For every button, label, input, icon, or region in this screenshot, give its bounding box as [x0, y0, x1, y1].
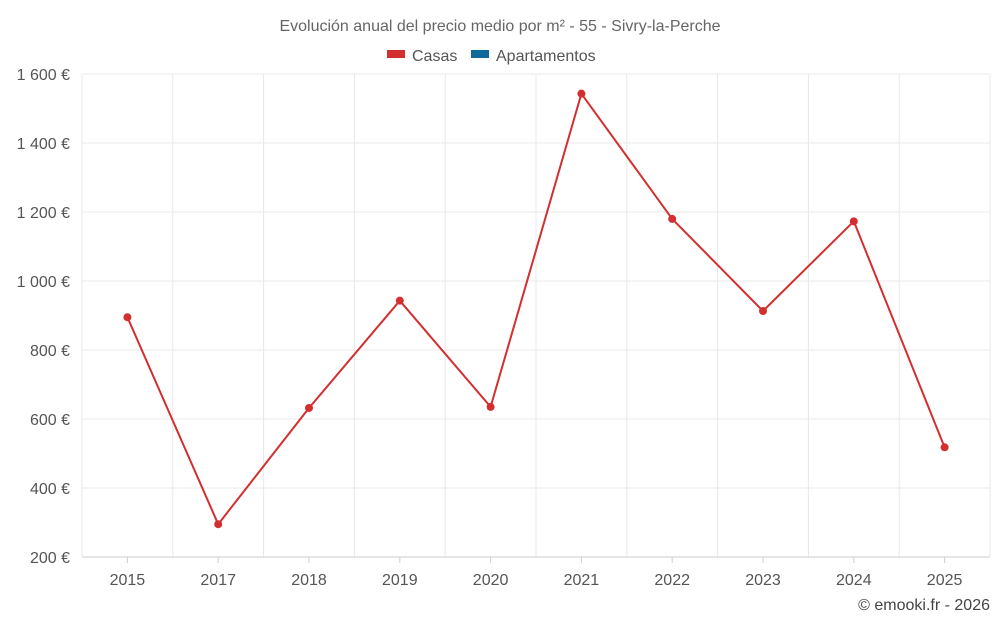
- y-tick-label: 400 €: [30, 481, 70, 498]
- data-point-casas-2020[interactable]: [486, 402, 495, 411]
- legend-item-casas[interactable]: Casas: [387, 48, 457, 65]
- x-tick-label: 2020: [473, 572, 509, 589]
- legend-label-apartamentos: Apartamentos: [496, 48, 596, 65]
- data-point-casas-2019[interactable]: [395, 296, 404, 305]
- credit-text: © emooki.fr - 2026: [858, 597, 990, 614]
- y-tick-label: 1 200 €: [17, 205, 70, 222]
- axes: [82, 556, 990, 563]
- y-tick-label: 200 €: [30, 550, 70, 567]
- data-point-casas-2023[interactable]: [759, 307, 767, 316]
- chart-title: Evolución anual del precio medio por m² …: [279, 18, 720, 35]
- data-point-casas-2017[interactable]: [214, 520, 223, 529]
- x-tick-label: 2023: [745, 572, 781, 589]
- series-casas: [123, 89, 949, 529]
- x-axis-labels: 2015 2017 2018 2019 2020 2021 2022 2023 2024 2025: [110, 572, 963, 589]
- legend-label-casas: Casas: [412, 48, 457, 65]
- y-tick-label: 1 400 €: [17, 136, 70, 153]
- data-point-casas-2018[interactable]: [305, 403, 313, 412]
- y-tick-label: 1 000 €: [17, 274, 70, 291]
- data-point-casas-2015[interactable]: [123, 313, 132, 322]
- grid: [81, 73, 991, 557]
- legend-swatch-casas: [387, 50, 405, 58]
- legend-swatch-apartamentos: [471, 50, 489, 58]
- series-line-casas: [126, 92, 946, 526]
- data-point-casas-2021[interactable]: [577, 89, 586, 98]
- y-tick-label: 800 €: [30, 343, 70, 360]
- x-tick-label: 2019: [382, 572, 418, 589]
- x-tick-label: 2018: [291, 572, 327, 589]
- y-tick-label: 1 600 €: [17, 67, 70, 84]
- x-tick-label: 2017: [200, 572, 236, 589]
- legend-item-apartamentos[interactable]: Apartamentos: [471, 48, 596, 65]
- legend: Casas Apartamentos: [387, 48, 596, 65]
- data-point-casas-2022[interactable]: [668, 214, 677, 223]
- x-tick-label: 2024: [836, 572, 872, 589]
- y-tick-label: 600 €: [30, 412, 70, 429]
- x-tick-label: 2015: [110, 572, 146, 589]
- x-tick-label: 2021: [564, 572, 600, 589]
- x-tick-label: 2022: [654, 572, 690, 589]
- data-point-casas-2024[interactable]: [849, 217, 858, 226]
- data-point-casas-2025[interactable]: [940, 443, 949, 452]
- y-axis-labels: 200 € 400 € 600 € 800 € 1 000 € 1 200 € 1 400 …: [17, 67, 70, 567]
- x-tick-label: 2025: [927, 572, 963, 589]
